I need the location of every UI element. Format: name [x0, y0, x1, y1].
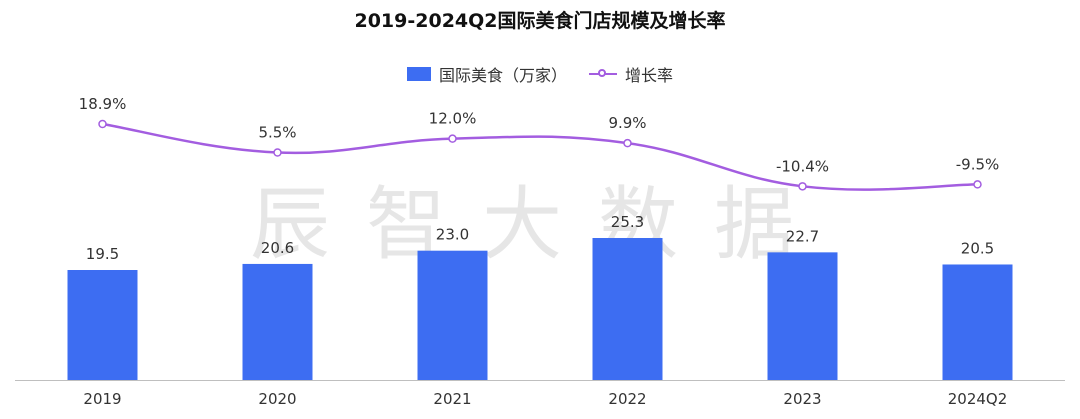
x-tick-2021: 2021: [433, 390, 471, 408]
x-tick-2019: 2019: [83, 390, 121, 408]
legend-line-swatch: [589, 67, 617, 81]
x-tick-2023: 2023: [783, 390, 821, 408]
growth-label-2020: 5.5%: [258, 124, 296, 142]
x-tick-2022: 2022: [608, 390, 646, 408]
x-tick-2024Q2: 2024Q2: [948, 390, 1008, 408]
legend-bar-label: 国际美食（万家）: [438, 66, 567, 85]
bar-2021: [417, 250, 488, 380]
legend: 国际美食（万家） 增长率: [0, 62, 1080, 86]
legend-item-bar: 国际美食（万家）: [406, 62, 567, 86]
bar-2020: [242, 263, 313, 380]
growth-point-2023: [798, 182, 807, 191]
growth-label-2019: 18.9%: [79, 95, 127, 113]
legend-line-label: 增长率: [625, 66, 674, 85]
growth-label-2021: 12.0%: [429, 110, 477, 128]
growth-point-2020: [273, 148, 282, 157]
growth-point-2019: [98, 119, 107, 129]
bar-2019: [67, 270, 138, 380]
bar-label-2023: 22.7: [786, 227, 819, 245]
legend-item-line: 增长率: [589, 62, 673, 86]
growth-point-2024Q2: [973, 180, 982, 189]
bar-2022: [592, 238, 663, 380]
growth-point-2021: [448, 134, 457, 143]
growth-label-2024Q2: -9.5%: [956, 155, 1000, 173]
bar-2023: [767, 252, 838, 380]
growth-point-2022: [623, 138, 632, 148]
bar-label-2024Q2: 20.5: [961, 239, 994, 257]
x-tick-2020: 2020: [258, 390, 296, 408]
bar-label-2022: 25.3: [611, 213, 644, 231]
growth-label-2022: 9.9%: [608, 114, 646, 132]
growth-line: [102, 122, 978, 191]
bar-label-2020: 20.6: [261, 239, 294, 257]
chart-title: 2019-2024Q2国际美食门店规模及增长率: [354, 10, 726, 32]
legend-bar-swatch: [406, 67, 431, 81]
bar-2024Q2: [942, 264, 1013, 380]
bar-label-2021: 23.0: [436, 226, 469, 244]
bar-label-2019: 19.5: [86, 245, 119, 263]
growth-label-2023: -10.4%: [776, 157, 829, 175]
